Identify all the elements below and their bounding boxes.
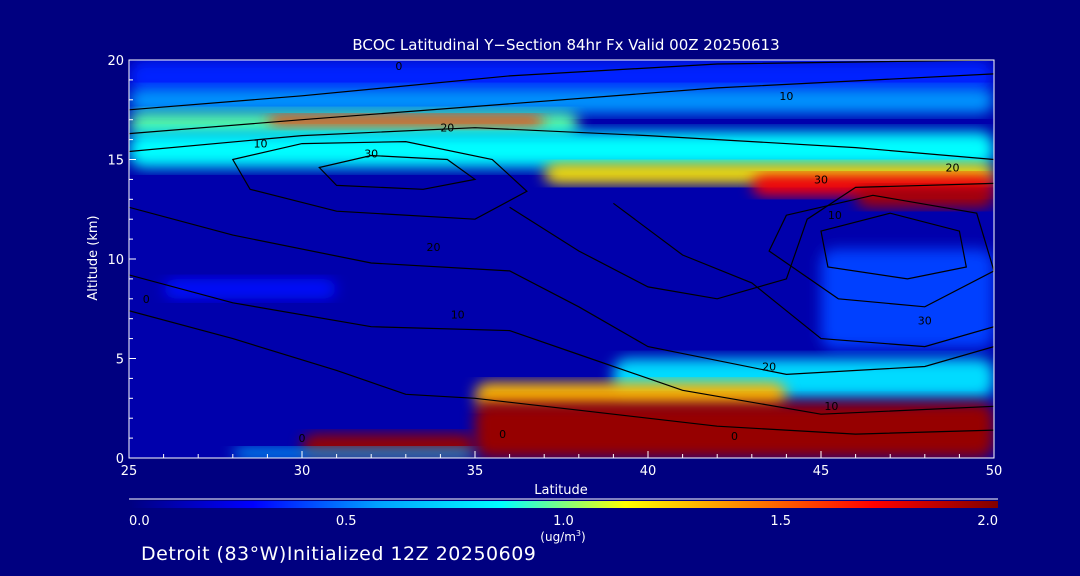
contour-line bbox=[129, 127, 994, 161]
contour-label: 20 bbox=[426, 241, 440, 254]
concentration-region bbox=[163, 278, 337, 299]
contour-line bbox=[129, 310, 994, 435]
contour-label: 0 bbox=[395, 60, 402, 73]
contour-labels: 0 10 10 20 30 30 20 10 20 10 0 30 20 10 0 0 0 bbox=[143, 60, 960, 445]
contour-label: 20 bbox=[945, 161, 959, 174]
contour-label: 30 bbox=[918, 315, 932, 328]
y-tick-label: 0 bbox=[116, 452, 124, 467]
contour-lines bbox=[129, 60, 994, 435]
colorbar-tick-label: 1.0 bbox=[553, 514, 574, 529]
x-axis-label: Latitude bbox=[534, 483, 588, 498]
contour-line bbox=[129, 274, 994, 415]
colorbar-unit-label: (ug/m3) bbox=[540, 529, 585, 544]
y-tick-label: 15 bbox=[107, 154, 124, 169]
contour-label: 20 bbox=[440, 122, 454, 135]
x-tick-label: 40 bbox=[640, 464, 657, 479]
concentration-region bbox=[267, 115, 545, 128]
concentration-region bbox=[855, 187, 994, 208]
contour-line bbox=[613, 202, 994, 348]
x-tick-label: 35 bbox=[467, 464, 484, 479]
contour-label: 10 bbox=[451, 309, 465, 322]
contour-label: 0 bbox=[143, 293, 150, 306]
contour-line bbox=[129, 206, 994, 376]
axes: 25 30 35 40 45 50 0 5 10 15 20 bbox=[107, 54, 1002, 479]
y-tick-label: 20 bbox=[107, 54, 124, 69]
contour-label: 0 bbox=[731, 430, 738, 443]
x-tick-label: 45 bbox=[813, 464, 830, 479]
y-tick-label: 10 bbox=[107, 253, 124, 268]
x-tick-label: 50 bbox=[986, 464, 1003, 479]
contour-label: 30 bbox=[814, 173, 828, 186]
concentration-region bbox=[232, 448, 475, 458]
concentration-field bbox=[129, 60, 994, 458]
concentration-region bbox=[821, 249, 994, 349]
y-tick-label: 5 bbox=[116, 353, 124, 368]
x-tick-label: 30 bbox=[294, 464, 311, 479]
contour-line bbox=[509, 182, 994, 300]
contour-line bbox=[129, 60, 994, 111]
chart-title: BCOC Latitudinal Y−Section 84hr Fx Valid… bbox=[352, 36, 779, 54]
colorbar-tick-label: 2.0 bbox=[977, 514, 998, 529]
contour-label: 10 bbox=[828, 209, 842, 222]
contour-label: 10 bbox=[824, 400, 838, 413]
contour-line bbox=[768, 194, 994, 308]
contour-line bbox=[129, 73, 994, 135]
contour-line bbox=[318, 154, 477, 190]
concentration-region bbox=[129, 131, 994, 168]
contour-label: 30 bbox=[364, 148, 378, 161]
footer-caption: Detroit (83°W)Initialized 12Z 20250609 bbox=[141, 543, 537, 565]
colorbar-tick-label: 0.5 bbox=[336, 514, 357, 529]
colorbar-tick-label: 0.0 bbox=[129, 514, 150, 529]
contour-line bbox=[820, 212, 968, 280]
colorbar bbox=[129, 501, 998, 508]
concentration-region bbox=[475, 382, 787, 409]
concentration-region bbox=[475, 402, 994, 458]
contour-label: 20 bbox=[762, 360, 776, 373]
contour-label: 10 bbox=[779, 90, 793, 103]
x-tick-label: 25 bbox=[121, 464, 138, 479]
colorbar-tick-label: 1.5 bbox=[770, 514, 791, 529]
contour-label: 10 bbox=[253, 138, 267, 151]
colorbar-ticks: 0.0 0.5 1.0 1.5 2.0 bbox=[129, 514, 998, 529]
y-axis-label: Altitude (km) bbox=[86, 215, 101, 300]
contour-line bbox=[231, 140, 528, 220]
concentration-region bbox=[129, 87, 994, 114]
contour-label: 0 bbox=[499, 428, 506, 441]
contour-label: 0 bbox=[299, 432, 306, 445]
